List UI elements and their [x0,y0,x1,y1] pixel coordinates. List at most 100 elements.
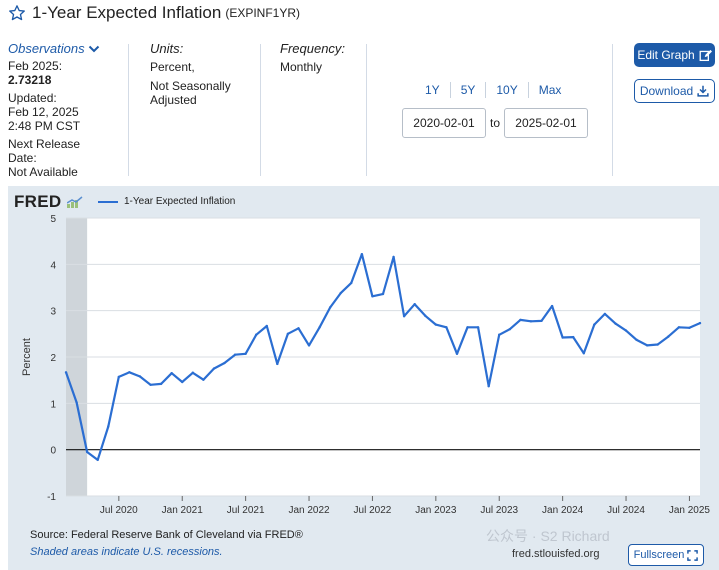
data-point [223,361,226,365]
frequency-label: Frequency: [280,41,346,56]
x-tick-label: Jul 2022 [354,505,392,516]
data-point [466,326,469,329]
y-tick-label: -1 [47,492,56,503]
start-date-input[interactable]: 2020-02-01 [402,108,486,138]
recession-note: Shaded areas indicate U.S. recessions. [30,546,223,558]
line-chart: -1 0 1 2 3 4 5 Jul 2020 Jan 2021 Jul 2021 Jan 2022… [21,214,711,516]
frequency-value: Monthly [280,60,323,74]
data-point [244,352,247,355]
data-point [624,329,628,332]
data-point [212,367,216,370]
data-point [96,458,99,462]
chart-legend: 1-Year Expected Inflation [98,196,235,207]
fred-logo: FRED [14,192,83,212]
x-tick-label: Jan 2022 [288,505,330,516]
fullscreen-label: Fullscreen [633,549,685,561]
divider [612,44,613,176]
data-point [181,380,184,384]
data-point [519,318,522,322]
updated-time: 2:48 PM CST [8,119,81,133]
data-point [191,371,194,374]
x-tick-label: Jan 2023 [415,505,457,516]
to-label: to [490,116,501,130]
data-point [371,295,374,298]
data-point [75,401,78,404]
star-icon[interactable] [8,4,26,22]
data-point [593,323,596,326]
data-point [656,343,659,346]
edit-icon [699,49,712,61]
divider [260,44,261,176]
range-5y-button[interactable]: 5Y [449,82,486,98]
y-tick-label: 2 [50,353,56,364]
data-point [360,252,364,256]
data-point [381,292,385,296]
data-point [561,336,564,339]
data-point [476,326,480,329]
data-point [603,312,607,316]
data-point [445,326,448,329]
series-id: (EXPINF1YR) [225,6,301,20]
updated-label: Updated: [8,91,57,105]
data-point [677,326,681,329]
edit-graph-button[interactable]: Edit Graph [634,43,715,67]
end-date-input[interactable]: 2025-02-01 [504,108,588,138]
data-point [159,382,163,386]
range-1y-button[interactable]: 1Y [425,83,440,97]
range-max-button[interactable]: Max [527,82,572,98]
observation-period: Feb 2025: [8,59,63,73]
x-tick-label: Jan 2021 [162,505,204,516]
observations-label: Observations [8,41,85,56]
observation-value: 2.73218 [8,73,52,87]
x-tick-label: Jul 2021 [227,505,265,516]
download-button[interactable]: Download [634,79,715,103]
data-point [645,344,649,347]
units-panel: Units: Percent, Not Seasonally Adjusted [150,42,260,108]
data-point [350,281,353,285]
data-point [614,322,617,325]
data-point [170,372,173,375]
data-point [529,320,533,323]
data-point [572,335,575,339]
units-line-2: Not Seasonally Adjusted [150,79,231,107]
data-point [508,328,511,331]
data-point [202,378,205,381]
y-axis-label: Percent [21,338,33,376]
data-point [667,335,670,338]
divider [366,44,367,176]
data-point [402,315,406,318]
data-point [149,383,152,386]
data-point [635,338,638,342]
y-tick-label: 1 [50,399,56,410]
data-point [688,326,691,330]
observations-toggle[interactable]: Observations [8,42,123,56]
updated-date: Feb 12, 2025 [8,105,79,119]
data-point [328,306,332,309]
data-point [392,255,395,259]
data-point [307,344,311,347]
data-point [297,327,300,330]
data-point [85,450,89,454]
data-point [550,304,554,308]
x-tick-label: Jan 2025 [669,505,711,516]
data-point [265,324,268,328]
data-point [233,353,237,356]
next-release-value: Not Available [8,165,78,179]
chart-panel: FRED 1-Year Expected Inflation -1 0 1 2 3 4 5 J… [8,186,719,570]
page-title: 1-Year Expected Inflation [32,3,222,22]
chevron-down-icon [88,45,99,53]
range-10y-button[interactable]: 10Y [485,82,527,98]
data-point [107,425,110,428]
x-tick-label: Jan 2024 [542,505,584,516]
y-tick-label: 4 [50,260,56,271]
y-tick-label: 3 [50,307,56,318]
data-point [413,302,416,306]
data-point [255,333,258,336]
page-header: 1-Year Expected Inflation (EXPINF1YR) [8,2,300,24]
fred-logo-graph-icon [66,196,82,208]
y-tick-label: 5 [50,214,56,225]
divider [128,44,129,176]
legend-swatch [98,200,118,203]
fullscreen-button[interactable]: Fullscreen [628,544,704,566]
data-point [698,321,702,325]
